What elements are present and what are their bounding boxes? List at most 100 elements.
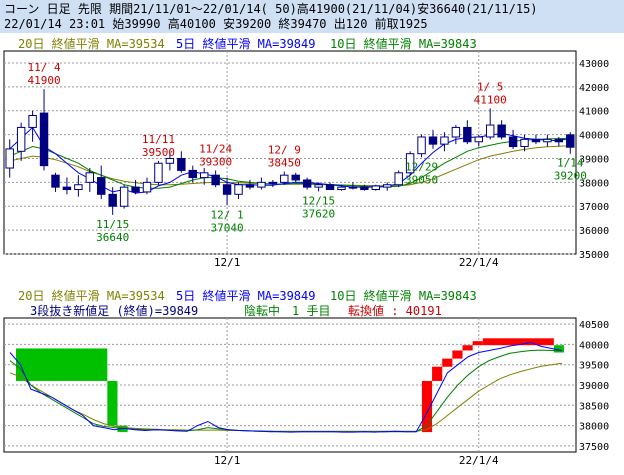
- top-xtick-label: 12/1: [214, 256, 241, 269]
- candle-body: [314, 184, 323, 188]
- candle-body: [348, 186, 358, 189]
- candle-body: [97, 177, 106, 195]
- candle-body: [257, 181, 266, 188]
- low-annotation-value: 39200: [554, 170, 587, 183]
- candle-body: [508, 136, 518, 148]
- candle-body: [131, 186, 140, 193]
- candle-body: [211, 174, 220, 186]
- bottom-xtick-label: 12/1: [214, 454, 241, 467]
- down-brick: [553, 345, 564, 353]
- high-annotation-date: 1/ 5: [477, 80, 504, 93]
- top-ytick-label: 38000: [579, 178, 609, 189]
- up-brick: [472, 341, 483, 346]
- bottom-legend-ma5: 5日 終値平滑 MA=39849: [176, 288, 315, 303]
- candle-body: [39, 112, 49, 167]
- candle-body: [405, 153, 415, 174]
- high-annotation-date: 11/ 4: [27, 61, 60, 74]
- candle-body: [142, 181, 152, 193]
- candle-body: [485, 124, 495, 138]
- high-annotation-date: 11/24: [199, 142, 232, 155]
- high-annotation-value: 41900: [27, 74, 60, 87]
- candle-body: [268, 181, 278, 184]
- top-ytick-label: 43000: [579, 59, 609, 70]
- low-annotation-value: 37620: [302, 207, 335, 220]
- top-xtick-label: 22/1/4: [459, 256, 499, 269]
- candle-body: [234, 184, 243, 195]
- high-annotation-value: 38450: [268, 157, 301, 170]
- low-annotation-value: 39050: [405, 173, 438, 186]
- bottom-ytick-label: 38500: [579, 401, 609, 412]
- candle-body: [428, 136, 438, 145]
- candle-body: [165, 157, 175, 164]
- top-ma10-line: [9, 137, 571, 189]
- top-ytick-label: 35000: [579, 250, 609, 261]
- candle-body: [154, 162, 163, 183]
- up-brick: [482, 338, 554, 346]
- candle-body: [222, 184, 232, 195]
- candle-body: [188, 169, 197, 179]
- candle-body: [325, 184, 335, 191]
- top-ytick-label: 37000: [579, 202, 609, 213]
- up-brick: [452, 350, 463, 359]
- candle-body: [440, 136, 449, 145]
- candle-body: [28, 114, 37, 128]
- high-annotation-date: 11/11: [142, 133, 175, 146]
- candle-body: [554, 138, 564, 143]
- top-ytick-label: 41000: [579, 107, 609, 118]
- candle-body: [245, 184, 255, 188]
- bottom-legend-ma20: 20日 終値平滑 MA=39534: [18, 288, 165, 303]
- top-legend-ma20: 20日 終値平滑 MA=39534: [18, 36, 165, 51]
- candle-body: [394, 172, 403, 186]
- renko-conversion-label: 転換値 : 40191: [348, 303, 442, 318]
- low-annotation-date: 11/15: [96, 218, 129, 231]
- top-ytick-label: 40000: [579, 131, 609, 142]
- top-ytick-label: 39000: [579, 154, 609, 165]
- bottom-ytick-label: 40500: [579, 320, 609, 331]
- candle-body: [177, 157, 186, 171]
- candle-body: [520, 138, 529, 148]
- candle-body: [383, 184, 392, 188]
- low-annotation-date: 12/ 1: [211, 208, 244, 221]
- up-brick: [432, 366, 443, 381]
- candle-body: [51, 174, 60, 188]
- candle-body: [497, 124, 506, 138]
- candle-body: [85, 172, 95, 183]
- bottom-xtick-label: 22/1/4: [459, 454, 499, 467]
- candle-body: [417, 136, 426, 155]
- renko-step-label: 1 手目: [292, 304, 330, 318]
- bottom-ytick-label: 40000: [579, 340, 609, 351]
- bottom-ytick-label: 38000: [579, 422, 609, 433]
- low-annotation-date: 12/29: [405, 160, 438, 173]
- up-brick: [442, 358, 453, 367]
- bottom-ytick-label: 39000: [579, 381, 609, 392]
- down-brick: [16, 348, 108, 381]
- candle-body: [302, 179, 312, 188]
- candle-body: [531, 138, 541, 143]
- low-annotation-value: 37040: [211, 221, 244, 234]
- candle-body: [16, 126, 26, 152]
- candle-body: [360, 186, 369, 191]
- candle-body: [371, 185, 381, 191]
- up-brick: [462, 345, 473, 351]
- top-ytick-label: 42000: [579, 83, 609, 94]
- bottom-ytick-label: 37500: [579, 442, 609, 453]
- top-legend-ma10: 10日 終値平滑 MA=39843: [330, 36, 477, 51]
- high-annotation-value: 39500: [142, 146, 175, 159]
- high-annotation-date: 12/ 9: [268, 144, 301, 157]
- low-annotation-value: 36640: [96, 231, 129, 244]
- candle-body: [463, 126, 472, 143]
- down-brick: [107, 380, 118, 426]
- low-annotation-date: 1/14: [557, 157, 584, 170]
- candle-body: [62, 186, 72, 191]
- candle-body: [451, 126, 461, 138]
- candle-body: [5, 148, 14, 169]
- high-annotation-value: 41100: [474, 93, 507, 106]
- header-line-2: 22/01/14 23:01 始39990 高40100 安39200 終394…: [4, 17, 428, 31]
- candle-body: [280, 174, 289, 183]
- renko-info-label: 3段抜き新値足 (終値)=39849: [30, 303, 198, 318]
- header-line-1: コーン 日足 先限 期間21/11/01～22/01/14( 50)高41900…: [4, 2, 538, 16]
- bottom-ytick-label: 39500: [579, 361, 609, 372]
- candle-body: [566, 134, 575, 148]
- low-annotation-date: 12/15: [302, 194, 335, 207]
